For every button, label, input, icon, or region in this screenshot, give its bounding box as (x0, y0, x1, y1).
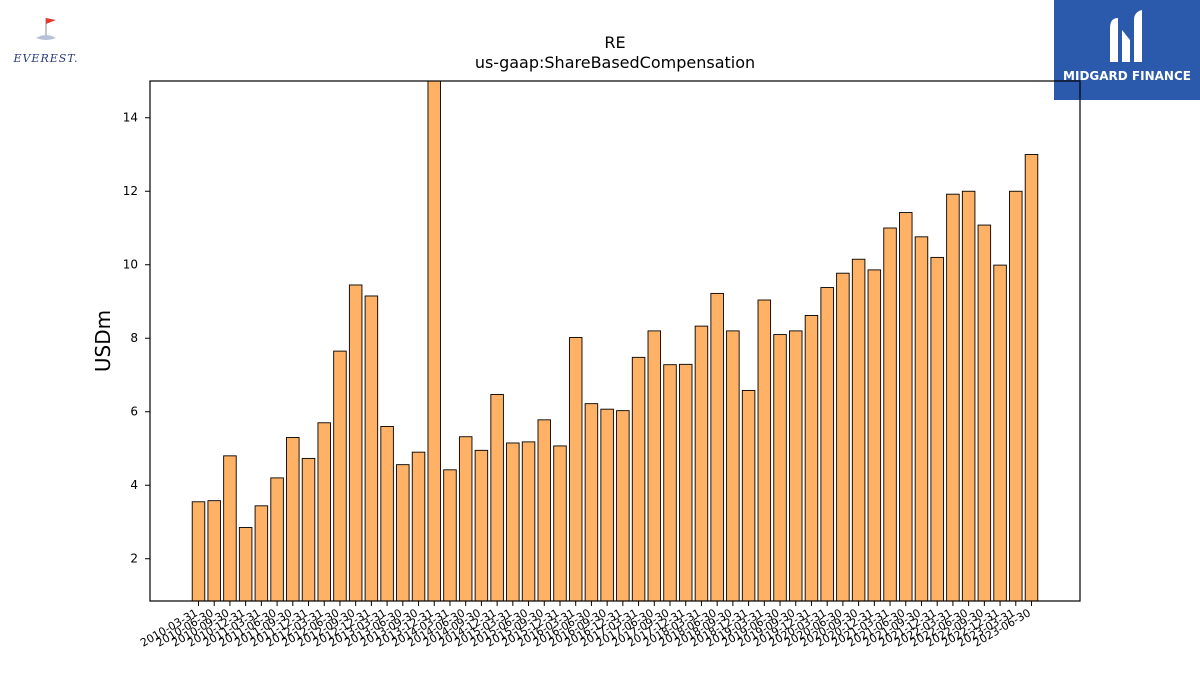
bar-2016-06-30 (584, 403, 599, 602)
chart-title: RE (604, 33, 625, 52)
bar-2014-06-30 (458, 436, 473, 602)
bar-2016-09-30 (600, 408, 614, 602)
bar-2018-12-31 (741, 389, 756, 602)
bar-2013-06-30 (396, 464, 410, 602)
bar-2019-12-31 (804, 315, 819, 602)
bar-2023-06-30 (1024, 154, 1039, 602)
bar-2012-03-31 (317, 422, 331, 602)
bar-2011-09-30 (286, 437, 300, 602)
flag-icon (36, 18, 56, 40)
bar-2022-12-31 (993, 264, 1007, 602)
midgard-mark-icon (1110, 10, 1142, 62)
bar-2013-09-30 (411, 451, 426, 602)
bar-2010-03-31 (191, 501, 206, 602)
bar-2021-09-30 (914, 236, 929, 602)
bar-2011-03-31 (254, 505, 269, 602)
bar-2020-03-31 (820, 287, 834, 602)
bar-2021-03-31 (883, 227, 897, 602)
bar-2015-12-31 (553, 445, 567, 602)
y-tick-label: 14 (123, 111, 138, 125)
bar-2013-12-31 (427, 80, 441, 602)
bar-2022-09-30 (977, 224, 992, 602)
bar-2017-03-31 (631, 356, 646, 602)
bar-2020-09-30 (851, 258, 866, 602)
bar-2015-06-30 (521, 441, 536, 602)
bar-2019-06-30 (773, 334, 787, 602)
midgard-finance-logo: MIDGARD FINANCE (1054, 0, 1200, 100)
chart-subtitle: us-gaap:ShareBasedCompensation (475, 53, 755, 72)
y-tick-label: 4 (130, 478, 138, 492)
bar-2013-03-31 (380, 425, 394, 602)
bar-2020-06-30 (836, 272, 850, 602)
bar-2015-03-31 (506, 442, 520, 602)
bar-2012-06-30 (333, 350, 347, 602)
everest-logo: EVEREST. (6, 14, 86, 70)
y-tick-label: 6 (130, 405, 138, 419)
bar-2016-03-31 (568, 337, 583, 602)
bar-series (191, 80, 1039, 602)
bar-2012-12-31 (364, 295, 379, 602)
bar-2017-09-30 (663, 364, 677, 602)
bar-2023-03-31 (1009, 190, 1023, 602)
bar-2014-12-31 (490, 394, 504, 602)
bar-2012-09-30 (348, 284, 363, 602)
everest-logo-text: EVEREST. (13, 52, 79, 65)
bar-2014-03-31 (443, 469, 457, 602)
y-axis-label: USDm (91, 310, 115, 372)
bar-2022-06-30 (961, 190, 976, 602)
y-tick-label: 10 (123, 258, 138, 272)
bar-2019-03-31 (757, 299, 772, 602)
x-axis-ticks: 2010-03-312010-06-302010-09-302010-12-31… (138, 601, 1033, 650)
bar-2018-09-30 (726, 330, 740, 602)
bar-2010-06-30 (207, 500, 221, 602)
bar-2011-12-31 (301, 457, 316, 602)
bar-2018-06-30 (710, 292, 724, 602)
bar-2010-09-30 (223, 455, 237, 602)
bar-2019-09-30 (789, 330, 803, 602)
bar-2018-03-31 (694, 325, 709, 602)
bar-2021-12-31 (930, 256, 944, 602)
bar-2014-09-30 (474, 449, 489, 602)
bar-2011-06-30 (270, 477, 284, 602)
y-tick-label: 12 (123, 184, 138, 198)
y-tick-label: 2 (130, 552, 138, 566)
y-axis-ticks: 2 4 6 8 10 12 14 (123, 111, 150, 566)
y-tick-label: 8 (130, 331, 138, 345)
bar-2010-12-31 (238, 527, 253, 602)
bar-2020-12-31 (867, 269, 882, 602)
bar-2015-09-30 (537, 419, 552, 602)
bar-2017-06-30 (647, 330, 662, 602)
bar-2017-12-31 (678, 363, 693, 602)
midgard-logo-text: MIDGARD FINANCE (1063, 69, 1191, 83)
bar-2022-03-31 (946, 193, 960, 602)
bar-2016-12-31 (616, 410, 630, 602)
bar-2021-06-30 (899, 212, 913, 602)
plot-frame (149, 80, 1081, 602)
